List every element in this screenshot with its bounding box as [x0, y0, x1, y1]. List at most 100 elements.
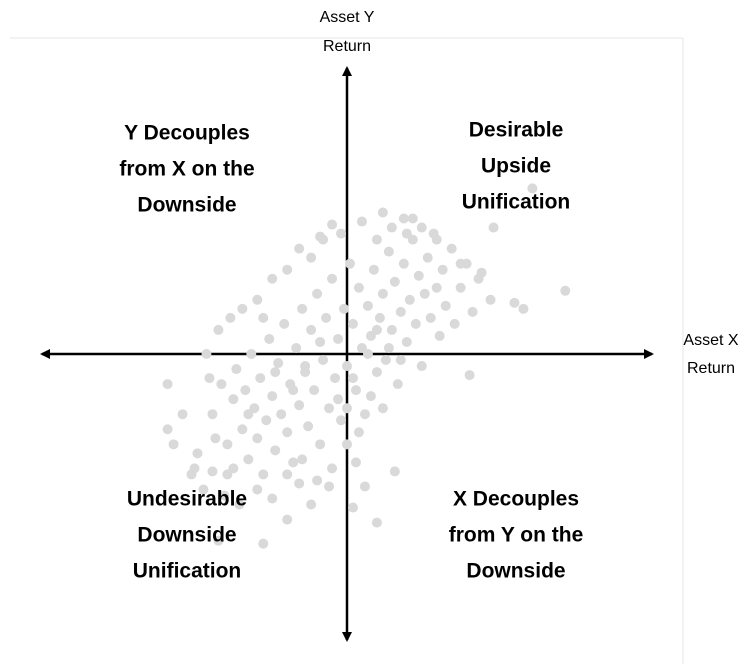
scatter-point [377, 288, 388, 299]
scatter-point [560, 285, 571, 296]
scatter-point [350, 385, 361, 396]
scatter-point [237, 424, 248, 435]
scatter-point [377, 207, 388, 218]
scatter-point [416, 222, 427, 233]
scatter-point [488, 222, 499, 233]
scatter-point [383, 342, 394, 353]
scatter-point [455, 258, 466, 269]
scatter-point [315, 439, 326, 450]
scatter-point [413, 270, 424, 281]
scatter-point [422, 252, 433, 263]
scatter-point [509, 297, 520, 308]
scatter-point [347, 318, 358, 329]
scatter-point [306, 252, 317, 263]
plot-frame [10, 37, 684, 664]
scatter-point [446, 243, 457, 254]
scatter-point [270, 445, 281, 456]
scatter-point [225, 312, 236, 323]
scatter-point [321, 312, 332, 323]
scatter-point [258, 538, 269, 549]
scatter-point [464, 370, 475, 381]
scatter-point [336, 415, 347, 426]
quadrant-label: Y Decouples [124, 122, 250, 145]
y-axis-label: Return [323, 38, 371, 55]
scatter-point [389, 466, 400, 477]
scatter-point [359, 409, 370, 420]
scatter-point [485, 294, 496, 305]
scatter-point [371, 324, 382, 335]
scatter-point [192, 448, 203, 459]
scatter-point [312, 288, 323, 299]
scatter-point [189, 463, 200, 474]
scatter-point [276, 409, 287, 420]
scatter-point [315, 336, 326, 347]
scatter-point [437, 264, 448, 275]
scatter-point [410, 318, 421, 329]
scatter-point [356, 216, 367, 227]
quadrant-label: Upside [481, 155, 551, 178]
scatter-point [288, 457, 299, 468]
scatter-point [270, 367, 281, 378]
quadrant-label: Downside [466, 560, 565, 583]
scatter-point [395, 306, 406, 317]
scatter-point [297, 303, 308, 314]
scatter-point [383, 246, 394, 257]
quadrant-label: Downside [137, 524, 236, 547]
scatter-point [288, 385, 299, 396]
scatter-point [527, 183, 538, 194]
scatter-point [365, 391, 376, 402]
scatter-point [201, 349, 212, 359]
scatter-point [476, 267, 487, 278]
scatter-point [353, 282, 364, 293]
scatter-point [327, 219, 338, 230]
scatter-point [398, 213, 409, 224]
scatter-point [219, 490, 230, 501]
scatter-point [177, 409, 188, 420]
scatter-point [258, 469, 269, 480]
scatter-point [440, 300, 451, 311]
scatter-point [386, 324, 397, 335]
scatter-point [518, 303, 529, 314]
scatter-point [342, 439, 352, 450]
scatter-point [419, 288, 430, 299]
scatter-point [330, 373, 341, 384]
scatter-point [267, 273, 278, 284]
scatter-point [213, 324, 224, 335]
x-axis-label: Return [687, 360, 735, 377]
scatter-point [204, 373, 215, 384]
scatter-point [342, 361, 352, 372]
scatter-point [416, 361, 427, 372]
scatter-point [377, 403, 388, 414]
scatter-point [398, 258, 409, 269]
quadrant-label: Downside [137, 194, 236, 217]
scatter-point [306, 499, 317, 510]
scatter-point [380, 355, 391, 366]
scatter-point [282, 514, 293, 525]
scatter-point [303, 421, 314, 432]
scatter-point [401, 228, 412, 239]
scatter-point [246, 349, 257, 359]
scatter-point [333, 394, 344, 405]
scatter-point [240, 385, 251, 396]
quadrant-label: Unification [462, 191, 571, 214]
scatter-point [318, 355, 329, 366]
quadrant-label: Unification [133, 560, 242, 583]
scatter-point [395, 355, 406, 366]
scatter-point [371, 367, 382, 378]
scatter-point [371, 234, 382, 245]
scatter-point [294, 243, 305, 254]
scatter-point [315, 231, 326, 242]
scatter-point [282, 469, 293, 480]
scatter-points [162, 183, 571, 549]
axes [40, 66, 654, 642]
scatter-point [336, 228, 347, 239]
scatter-point [324, 481, 335, 492]
scatter-point [198, 484, 209, 495]
y-axis-label: Asset Y [320, 9, 375, 26]
scatter-point [168, 439, 179, 450]
scatter-point [267, 391, 278, 402]
scatter-point [431, 282, 442, 293]
scatter-point [467, 306, 478, 317]
scatter-point [309, 385, 320, 396]
scatter-point [350, 457, 361, 468]
